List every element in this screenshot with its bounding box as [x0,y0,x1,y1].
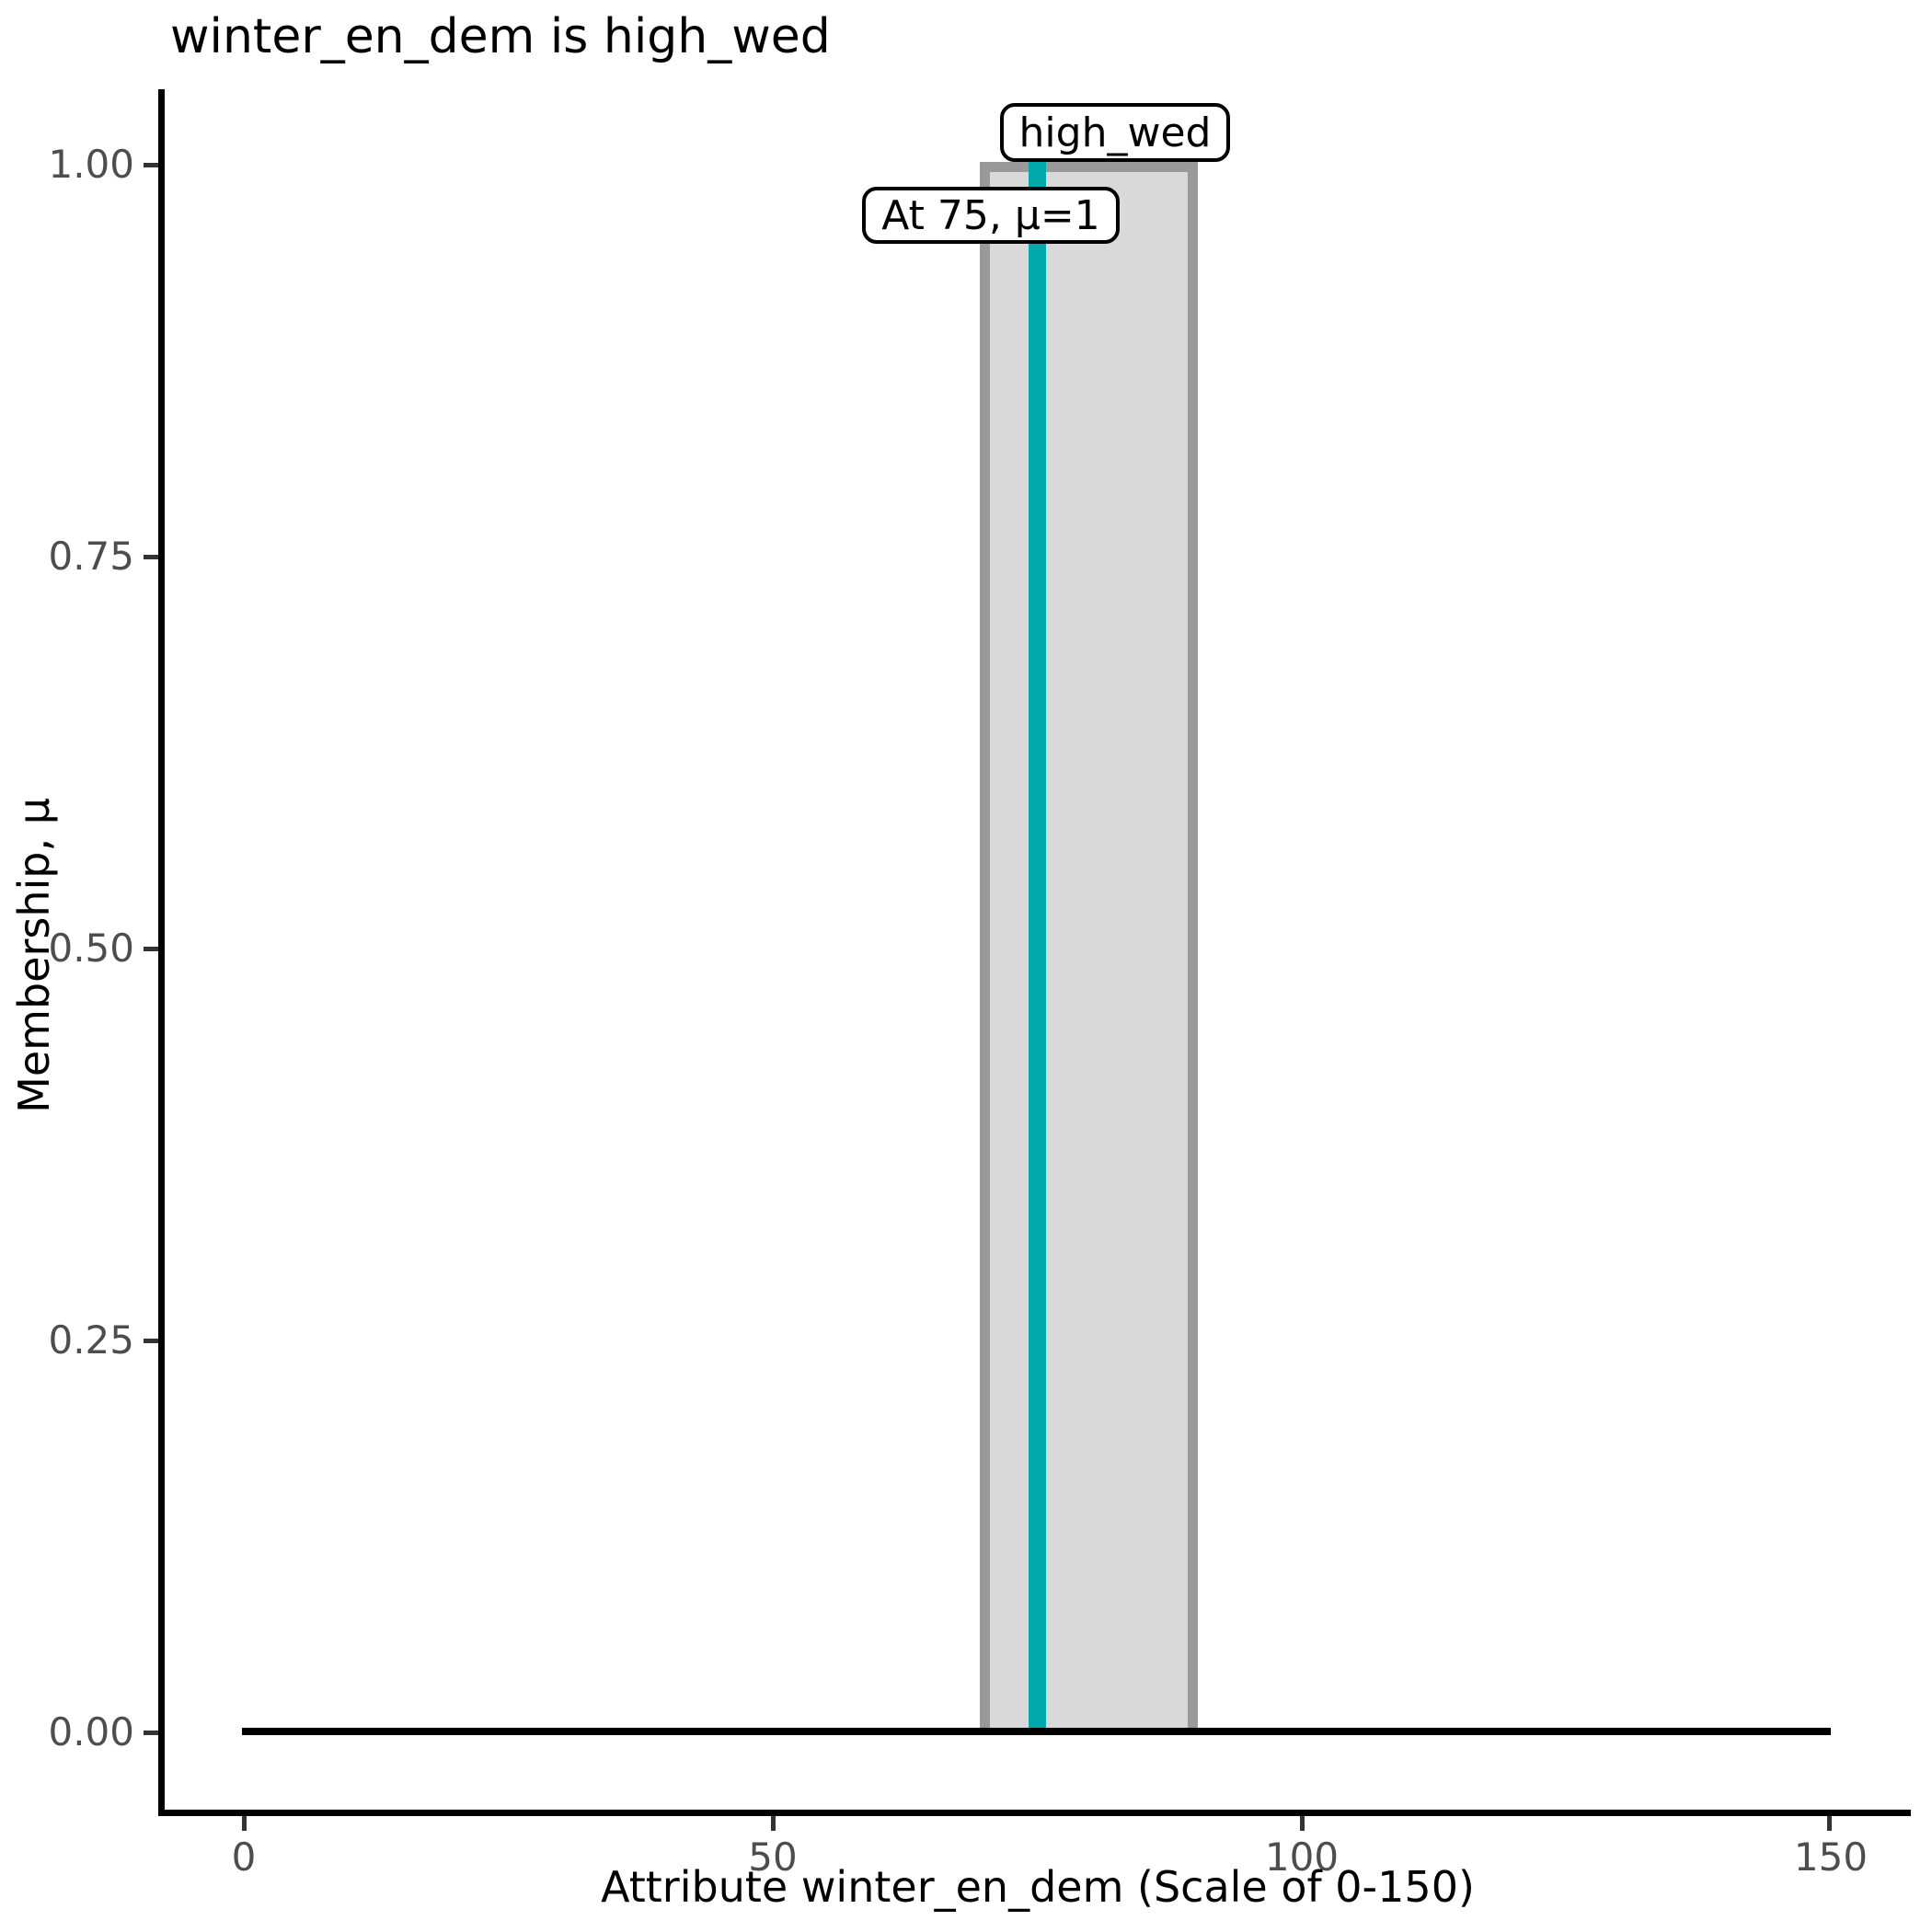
y-tick-mark-1.00 [144,163,158,167]
x-axis-label: Attribute winter_en_dem (Scale of 0-150) [601,1862,1475,1912]
y-tick-mark-0.75 [144,555,158,559]
peak-value-annotation: At 75, μ=1 [862,187,1120,244]
peak-vertical-line [1029,162,1046,1732]
x-tick-mark-0 [242,1816,247,1831]
membership-function-area [980,162,1198,1732]
x-tick-mark-100 [1300,1816,1305,1831]
set-name-annotation: high_wed [1000,103,1230,162]
y-tick-label: 0.00 [48,1709,134,1754]
x-tick-mark-50 [771,1816,776,1831]
y-tick-label: 0.75 [48,534,134,579]
y-tick-label: 0.50 [48,926,134,971]
y-axis-line [158,89,165,1816]
x-axis-line [158,1810,1911,1816]
x-tick-label: 50 [748,1834,798,1880]
x-tick-label: 150 [1793,1834,1869,1880]
y-tick-mark-0.00 [144,1731,158,1735]
chart-title: winter_en_dem is high_wed [170,9,831,64]
x-tick-label: 100 [1264,1834,1340,1880]
x-tick-mark-150 [1827,1816,1832,1831]
x-tick-label: 0 [231,1834,257,1880]
y-tick-label: 1.00 [48,142,134,187]
y-tick-mark-0.25 [144,1339,158,1343]
y-tick-mark-0.50 [144,947,158,951]
zero-membership-baseline [242,1728,1831,1735]
y-tick-label: 0.25 [48,1317,134,1363]
